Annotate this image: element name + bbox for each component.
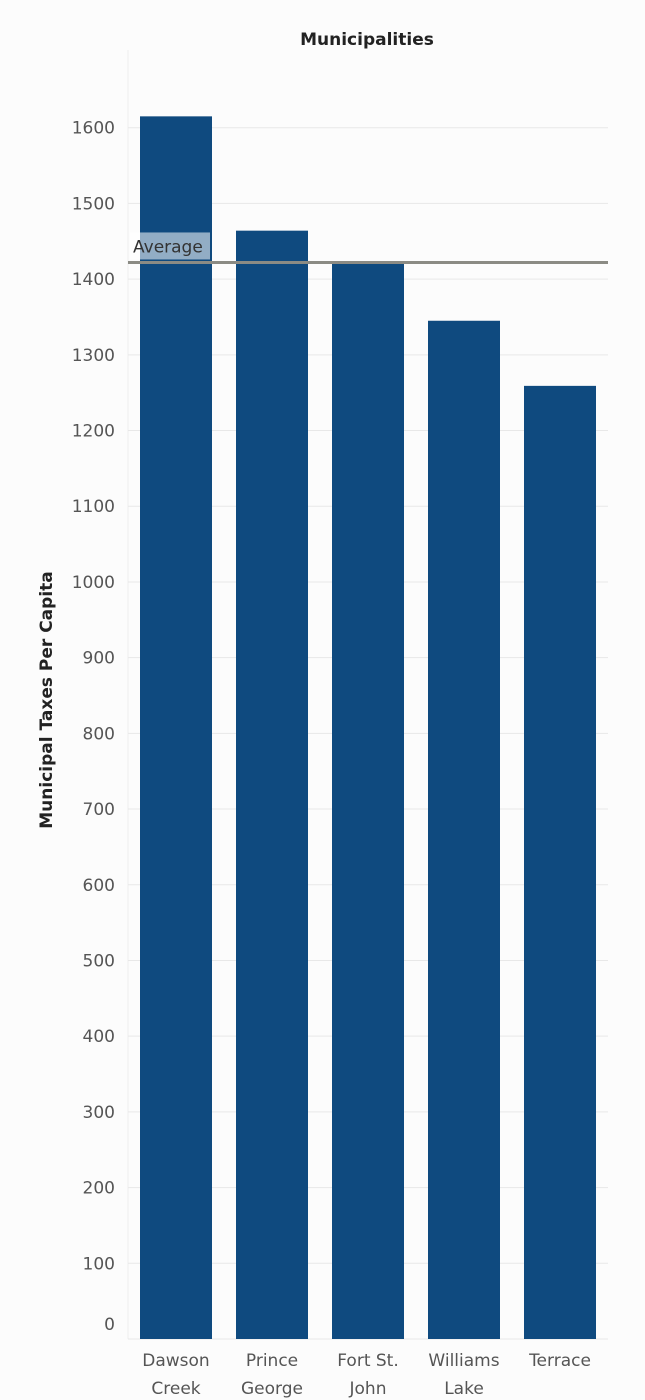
y-tick-label: 100 (83, 1254, 115, 1274)
y-axis-label: Municipal Taxes Per Capita (37, 571, 57, 828)
x-tick-label: Lake (444, 1379, 484, 1399)
y-tick-label: 300 (83, 1103, 115, 1123)
x-tick-label: George (241, 1379, 303, 1399)
x-tick-label: Fort St. (337, 1351, 399, 1371)
chart-title: Municipalities (300, 30, 434, 50)
bar (428, 320, 500, 1340)
x-tick-label: Creek (151, 1379, 200, 1399)
y-tick-label: 500 (83, 951, 115, 971)
y-tick-label: 1400 (72, 270, 115, 290)
y-tick-label: 0 (104, 1315, 115, 1335)
y-tick-label: 800 (83, 724, 115, 744)
y-tick-label: 1300 (72, 346, 115, 366)
y-tick-label: 400 (83, 1027, 115, 1047)
average-label: Average (133, 237, 203, 257)
y-tick-label: 700 (83, 800, 115, 820)
x-tick-label: Williams (428, 1351, 499, 1371)
y-tick-label: 1600 (72, 119, 115, 139)
y-tick-label: 200 (83, 1179, 115, 1199)
bar (140, 116, 212, 1340)
y-tick-label: 1100 (72, 497, 115, 517)
bar (332, 261, 404, 1339)
x-tick-label: Dawson (142, 1351, 209, 1371)
bar (524, 385, 596, 1340)
y-tick-label: 600 (83, 876, 115, 896)
y-tick-label: 1200 (72, 422, 115, 442)
bar (236, 230, 308, 1339)
x-tick-label: Terrace (528, 1351, 591, 1371)
average-label-box (130, 232, 210, 260)
x-tick-label: Prince (246, 1351, 298, 1371)
y-tick-label: 1000 (72, 573, 115, 593)
y-tick-label: 900 (83, 649, 115, 669)
x-tick-label: John (349, 1379, 387, 1399)
y-tick-label: 1500 (72, 194, 115, 214)
